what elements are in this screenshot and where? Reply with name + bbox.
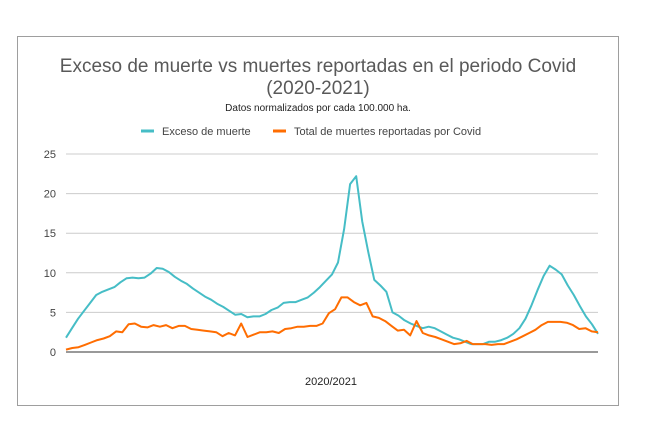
y-axis: 0 5 10 15 20 25	[44, 149, 56, 359]
legend-entry: Total de muertes reportadas por Covid	[294, 126, 481, 138]
x-axis-label: 2020/2021	[305, 376, 357, 388]
chart-title: Exceso de muerte vs muertes reportadas e…	[60, 56, 576, 77]
y-tick-label: 15	[44, 228, 56, 240]
legend-entry: Exceso de muerte	[162, 126, 251, 138]
y-tick-label: 20	[44, 189, 56, 201]
chart-subtitle: Datos normalizados por cada 100.000 ha.	[225, 103, 411, 114]
grid	[66, 153, 598, 353]
legend: Exceso de muerte Total de muertes reporta…	[141, 126, 481, 138]
series-lines	[65, 175, 599, 351]
y-tick-label: 5	[50, 307, 56, 319]
series-line-exceso-de-muerte	[65, 175, 599, 346]
chart-title-line2: (2020-2021)	[266, 78, 370, 99]
series-line-muertes-reportadas	[65, 296, 599, 351]
y-tick-label: 0	[50, 347, 56, 359]
chart-frame	[17, 36, 619, 406]
y-tick-label: 25	[44, 149, 56, 161]
y-tick-label: 10	[44, 268, 56, 280]
